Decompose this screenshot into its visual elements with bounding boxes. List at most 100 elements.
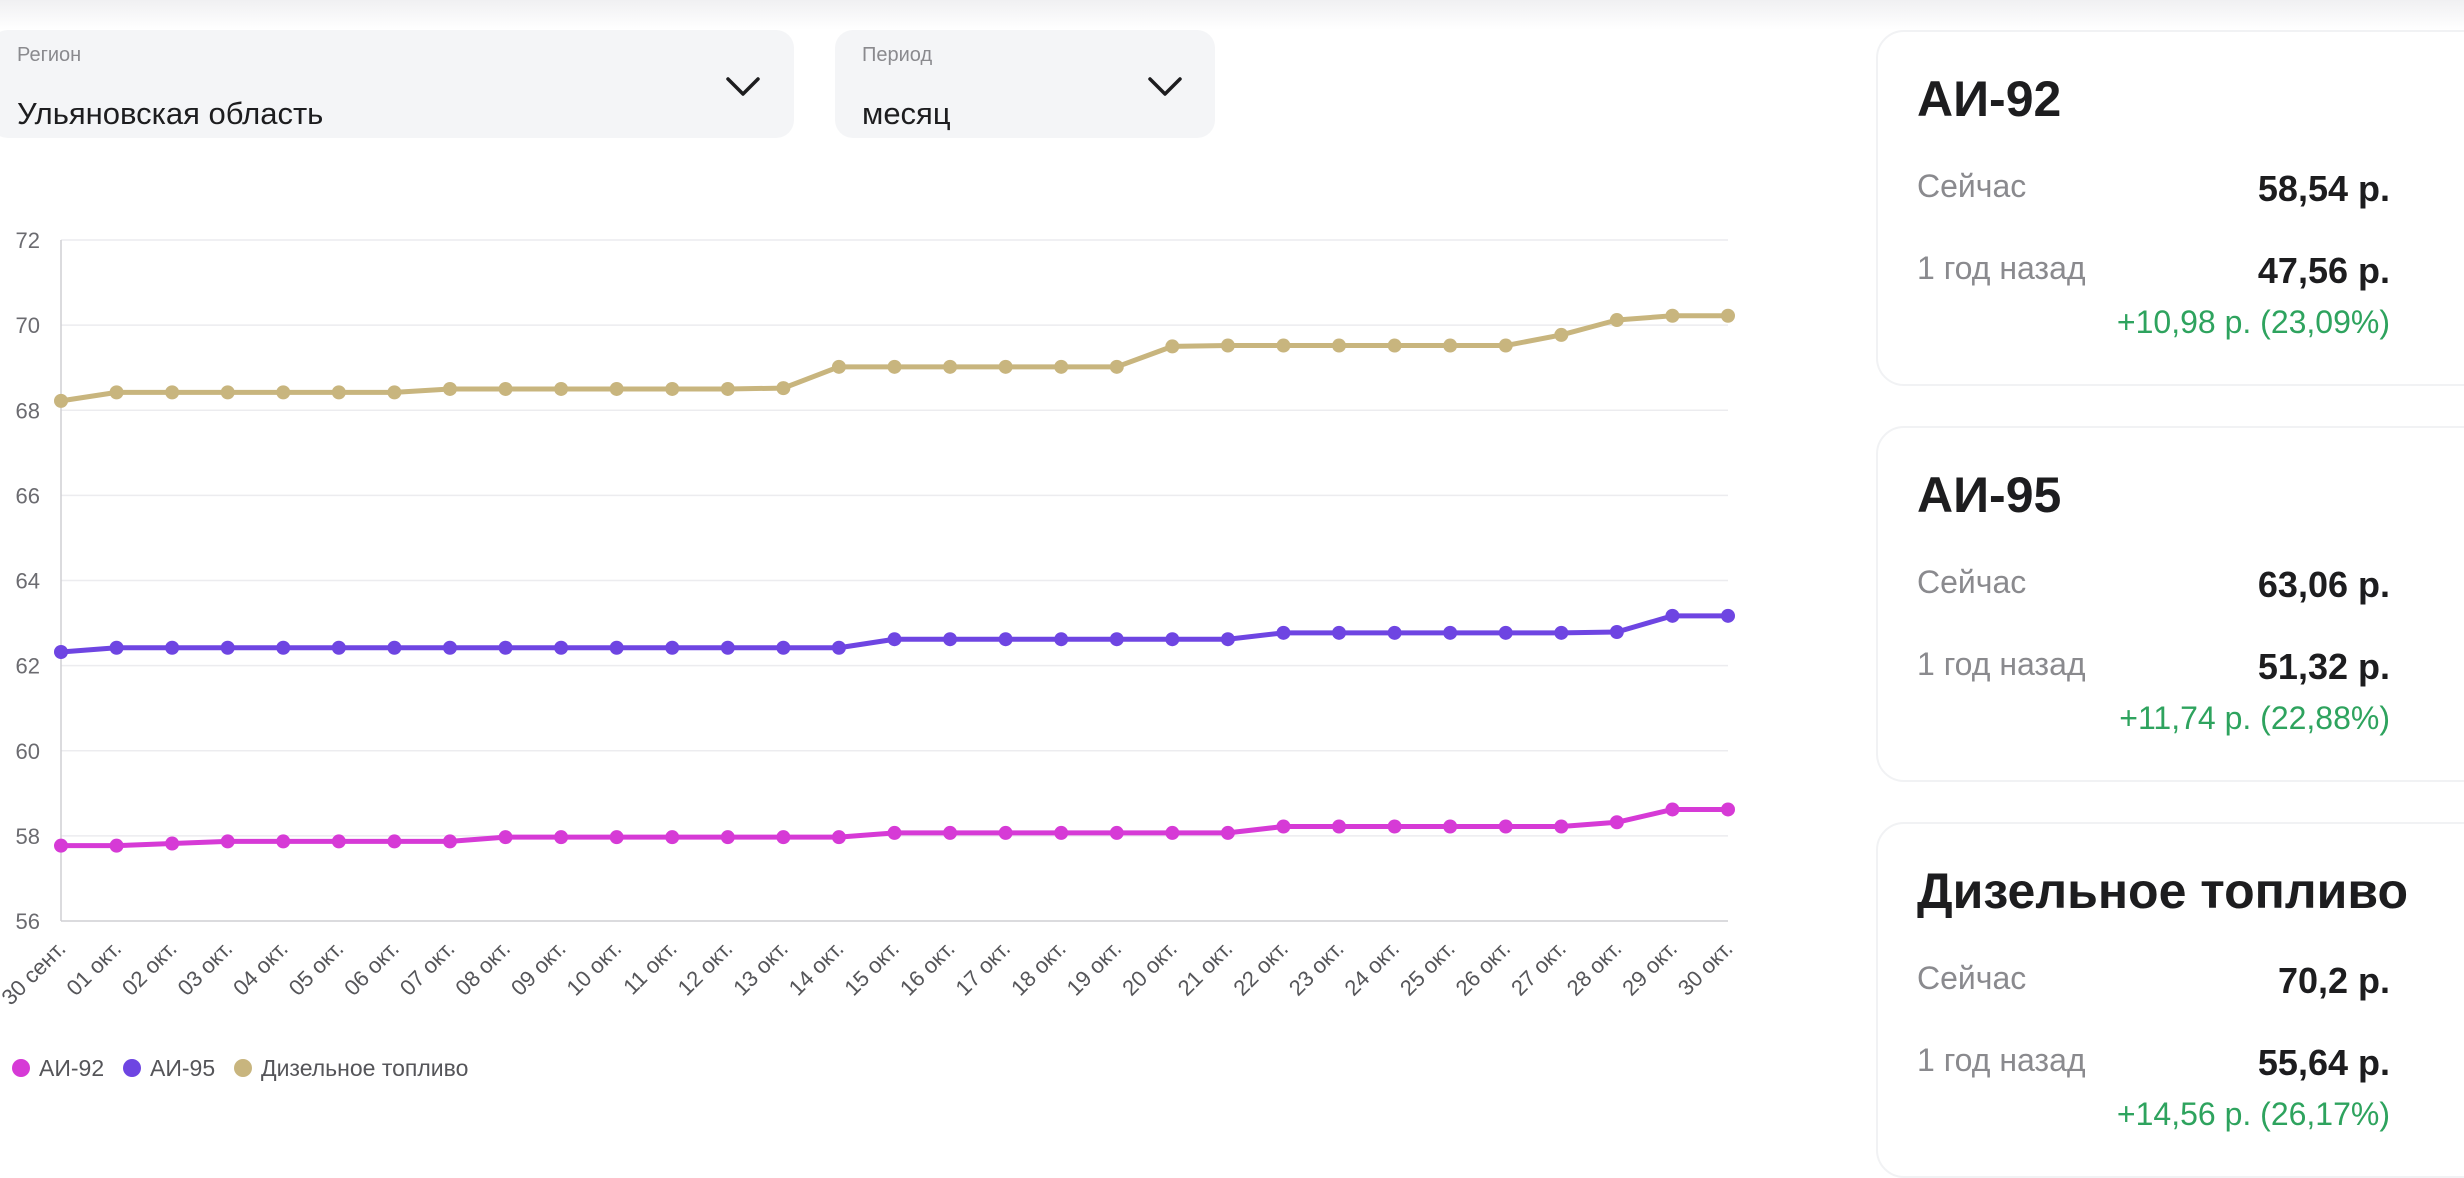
data-point [276,640,291,655]
data-point [776,640,791,655]
data-point [54,393,68,408]
x-tick-label: 29 окт. [1617,936,1682,1001]
data-point [54,645,68,660]
card-ago-value: 51,32 р. [2257,646,2390,687]
card-ago-label: 1 год назад [1917,1042,2086,1078]
data-point [665,830,680,845]
legend-label: АИ-95 [150,1055,215,1081]
y-tick-label: 64 [16,569,40,594]
x-tick-label: 07 окт. [395,936,460,1001]
data-point [554,381,569,396]
data-point [1220,632,1235,647]
x-tick-label: 11 окт. [618,936,682,1000]
data-point [554,640,569,655]
y-tick-label: 58 [16,824,40,849]
card-ago-value: 55,64 р. [2257,1042,2390,1083]
data-point [1109,632,1124,647]
region-select[interactable]: Регион Ульяновская область [0,30,794,138]
x-tick-label: 20 окт. [1117,936,1182,1001]
y-tick-label: 70 [16,313,40,338]
data-point [498,381,513,396]
x-tick-label: 10 окт. [562,936,627,1001]
data-point [1054,825,1069,840]
x-tick-label: 21 окт. [1173,936,1238,1001]
card-title: АИ-92 [1917,71,2062,127]
card-delta: +14,56 р. (26,17%) [2116,1096,2390,1132]
card-ago-label: 1 год назад [1917,250,2086,286]
x-tick-label: 15 окт. [839,936,904,1001]
region-select-value: Ульяновская область [17,96,324,131]
fuel-price-chart: 56 58 60 62 64 66 68 70 72 30 сент.01 окт.02 окт.… [0,228,1738,1081]
data-point [1665,308,1680,323]
data-point [831,830,846,845]
x-tick-label: 05 окт. [284,936,349,1001]
data-point [1554,625,1569,640]
card-now-label: Сейчас [1917,168,2027,204]
data-point [109,385,124,400]
data-point [165,836,180,851]
data-point [943,359,958,374]
card-ago-label: 1 год назад [1917,646,2086,682]
data-point [1443,625,1458,640]
data-point [498,830,513,845]
data-point [1220,825,1235,840]
data-point [887,632,902,647]
data-point [665,640,680,655]
x-tick-label: 18 окт. [1006,936,1071,1001]
y-tick-label: 72 [16,228,40,253]
data-point [887,359,902,374]
data-point [1109,825,1124,840]
series-line [58,313,1731,404]
data-point [609,381,624,396]
data-point [1721,308,1735,323]
x-tick-label: 23 окт. [1284,936,1349,1001]
data-point [665,381,680,396]
data-point [442,381,457,396]
data-point [1387,819,1402,834]
price-card-ai95: АИ-95 Сейчас 63,06 р. 1 год назад 51,32 … [1876,426,2464,782]
data-point [1609,815,1624,830]
legend-marker [123,1059,141,1077]
data-point [442,640,457,655]
data-point [998,632,1013,647]
data-point [609,830,624,845]
data-point [1332,819,1347,834]
data-point [1443,819,1458,834]
data-point [720,830,735,845]
x-tick-label: 30 окт. [1673,936,1738,1001]
legend-marker [12,1059,30,1077]
data-point [109,640,124,655]
card-title: Дизельное топливо [1917,863,2408,919]
data-point [1554,819,1569,834]
data-point [776,381,791,396]
data-point [331,385,346,400]
data-point [1443,338,1458,353]
data-point [1387,338,1402,353]
data-point [887,825,902,840]
data-point [1332,338,1347,353]
data-point [1721,608,1735,623]
data-point [165,385,180,400]
data-point [276,834,291,849]
data-point [998,359,1013,374]
data-point [554,830,569,845]
price-card-diesel: Дизельное топливо Сейчас 70,2 р. 1 год н… [1876,822,2464,1178]
data-point [998,825,1013,840]
x-tick-label: 19 окт. [1062,936,1127,1001]
card-now-label: Сейчас [1917,960,2027,996]
period-select[interactable]: Период месяц [835,30,1215,138]
chevron-down-icon [726,77,760,96]
card-now-label: Сейчас [1917,564,2027,600]
top-shade [0,0,2464,30]
period-select-label: Период [862,44,933,66]
data-point [1276,819,1291,834]
data-point [720,381,735,396]
period-select-value: месяц [862,96,951,131]
data-point [1498,625,1513,640]
x-tick-label: 16 окт. [895,936,960,1001]
data-point [943,632,958,647]
y-tick-label: 68 [16,398,40,423]
data-point [720,640,735,655]
legend-label: Дизельное топливо [261,1055,468,1081]
data-point [1165,632,1180,647]
